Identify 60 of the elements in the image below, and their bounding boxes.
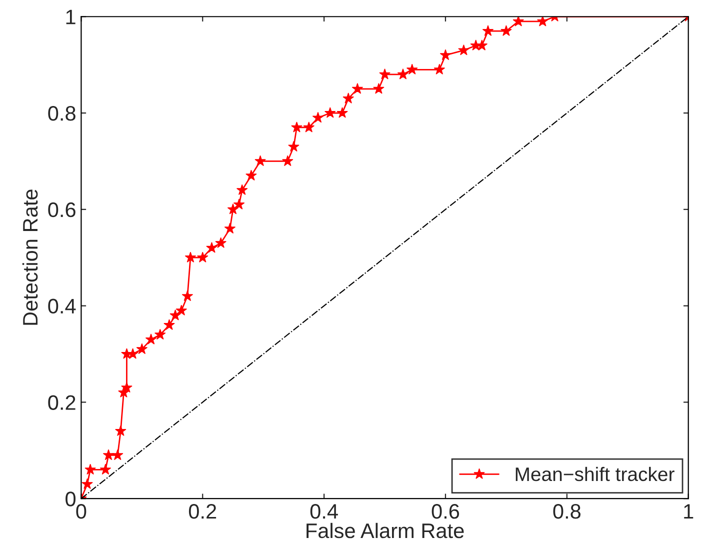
point — [184, 252, 196, 262]
line-series — [81, 16, 688, 499]
point — [500, 25, 512, 36]
x-tick-label: 0 — [76, 504, 86, 519]
y-tick-label: 0 — [66, 492, 76, 506]
point — [336, 107, 348, 118]
point — [324, 107, 336, 118]
point — [176, 304, 188, 316]
point — [440, 49, 452, 60]
point — [215, 237, 226, 248]
x-tick-label: 1 — [684, 504, 694, 519]
point — [291, 122, 302, 132]
x-tick-label: 0.8 — [553, 504, 580, 519]
point — [206, 242, 218, 253]
point — [182, 290, 194, 302]
point — [121, 382, 132, 393]
point — [154, 328, 166, 340]
point — [246, 170, 257, 181]
point — [100, 464, 112, 475]
point — [224, 222, 236, 234]
y-axis-title: Detection Rate — [22, 190, 38, 325]
point — [352, 83, 364, 94]
y-tick-label: 1 — [66, 10, 76, 24]
point — [537, 16, 548, 26]
point — [379, 68, 390, 80]
point — [406, 64, 418, 74]
point — [312, 112, 324, 123]
point — [145, 334, 157, 344]
point — [136, 343, 148, 354]
point — [236, 184, 248, 195]
point — [170, 310, 181, 320]
point — [112, 449, 124, 460]
point — [288, 140, 300, 152]
y-tick-label: 0.8 — [48, 106, 76, 121]
point — [164, 319, 175, 330]
point — [115, 425, 126, 436]
point — [434, 64, 446, 74]
point — [196, 252, 208, 262]
point — [303, 122, 315, 132]
point — [458, 44, 470, 56]
x-tick-label: 0.4 — [310, 504, 338, 519]
y-tick-label: 0.2 — [48, 395, 76, 410]
y-tick-label: 0.4 — [48, 298, 76, 314]
x-tick-label: 0.2 — [188, 504, 216, 519]
y-tick-label: 0.6 — [48, 202, 76, 218]
point — [233, 198, 245, 210]
point — [102, 449, 114, 460]
x-tick-label: 0.6 — [432, 504, 460, 519]
point — [342, 92, 354, 104]
point — [373, 83, 384, 94]
point — [82, 478, 93, 489]
point — [227, 204, 239, 214]
point — [397, 68, 409, 80]
point — [482, 25, 494, 36]
x-axis-title: False Alarm Rate — [306, 522, 464, 538]
point — [254, 155, 266, 166]
point — [84, 464, 96, 475]
point — [282, 155, 294, 166]
point — [512, 16, 524, 26]
legend-label: Mean−shift tracker — [516, 466, 674, 482]
